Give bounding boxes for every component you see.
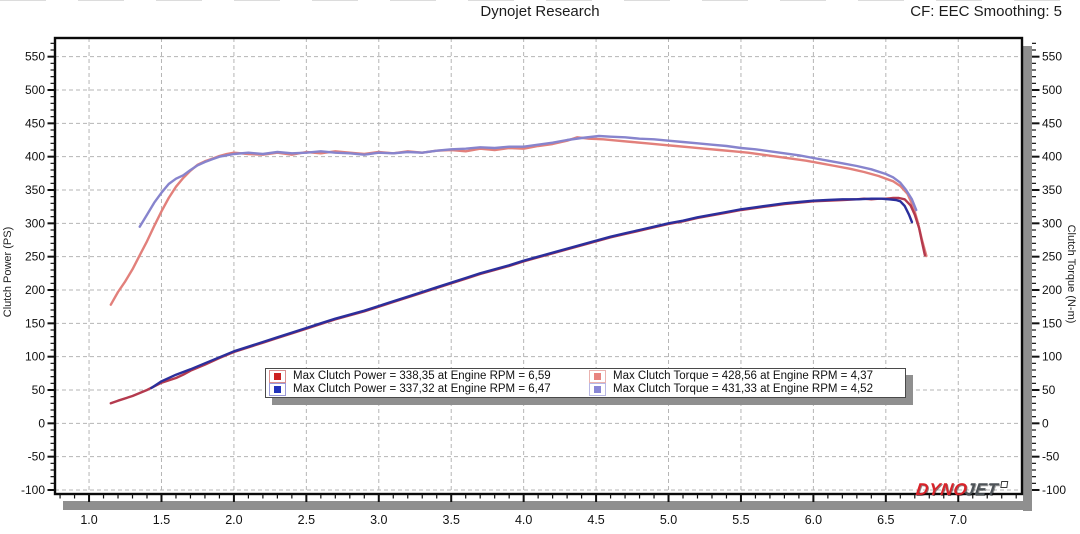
y-tick-label-left: 100 [25, 350, 45, 364]
y-tick-label-right: 500 [1042, 83, 1062, 97]
curve-clutch-torque-run1 [109, 136, 928, 306]
y-tick-label-left: 50 [32, 383, 46, 397]
y-tick-label-left: 200 [25, 283, 45, 297]
legend-label: Max Clutch Torque = 428,56 at Engine RPM… [613, 370, 873, 382]
y-tick-label-left: 350 [25, 183, 45, 197]
legend-swatch-color [274, 373, 281, 380]
x-tick-label: 2.5 [298, 513, 315, 527]
x-tick-label: 4.5 [587, 513, 604, 527]
right-axis-title: Clutch Torque (N-m) [1065, 224, 1077, 324]
y-tick-label-left: 300 [25, 216, 45, 230]
y-tick-label-left: 500 [25, 83, 45, 97]
y-tick-label-right: 400 [1042, 150, 1062, 164]
y-tick-label-right: 200 [1042, 283, 1062, 297]
legend-label: Max Clutch Power = 337,32 at Engine RPM … [293, 383, 551, 395]
x-tick-label: 6.5 [877, 513, 894, 527]
y-tick-label-right: 150 [1042, 316, 1062, 330]
dynojet-logo: DYNOJET [915, 480, 1009, 500]
legend-swatch [589, 370, 606, 383]
y-tick-label-right: -50 [1042, 450, 1060, 464]
legend-swatch-color [274, 386, 281, 393]
y-tick-label-right: 100 [1042, 350, 1062, 364]
x-tick-label: 5.0 [660, 513, 677, 527]
x-tick-label: 6.0 [805, 513, 822, 527]
x-tick-label: 7.0 [950, 513, 967, 527]
y-tick-label-left: 450 [25, 116, 45, 130]
logo-text-jet: JET [963, 480, 1000, 499]
logo-text-dyno: DYNO [914, 480, 969, 499]
y-tick-label-left: 550 [25, 50, 45, 64]
x-tick-label: 5.5 [732, 513, 749, 527]
legend-swatch [589, 383, 606, 396]
y-tick-label-right: 250 [1042, 250, 1062, 264]
y-tick-label-right: 300 [1042, 216, 1062, 230]
y-tick-label-right: 350 [1042, 183, 1062, 197]
top-crop-artifact [0, 0, 1080, 1]
legend-swatch [269, 370, 286, 383]
legend-label: Max Clutch Power = 338,35 at Engine RPM … [293, 370, 551, 382]
x-tick-label: 1.5 [153, 513, 170, 527]
curve-clutch-torque-run2 [138, 134, 918, 228]
legend-swatch [269, 383, 286, 396]
correction-factor-note: CF: EEC Smoothing: 5 [910, 3, 1062, 20]
x-tick-label: 3.5 [443, 513, 460, 527]
x-tick-label: 4.0 [515, 513, 532, 527]
logo-registered-mark-icon [1000, 481, 1009, 488]
x-tick-label: 1.0 [80, 513, 97, 527]
y-tick-label-right: 0 [1042, 416, 1049, 430]
curve-clutch-power-run2 [150, 197, 914, 390]
y-tick-label-right: -100 [1042, 483, 1066, 497]
y-tick-label-left: -100 [21, 483, 45, 497]
frame-shadow-bottom [63, 501, 1032, 510]
y-tick-label-left: 0 [38, 416, 45, 430]
y-tick-label-left: 400 [25, 150, 45, 164]
x-tick-label: 3.0 [370, 513, 387, 527]
legend-label: Max Clutch Torque = 431,33 at Engine RPM… [613, 383, 873, 395]
plot-frame [53, 36, 1024, 496]
y-tick-label-left: -50 [28, 450, 46, 464]
frame-shadow-right [1023, 46, 1032, 511]
page-title: Dynojet Research [480, 3, 600, 20]
legend-swatch-color [594, 373, 601, 380]
y-tick-label-right: 550 [1042, 50, 1062, 64]
y-tick-label-right: 450 [1042, 116, 1062, 130]
legend-swatch-color [594, 386, 601, 393]
y-tick-label-left: 250 [25, 250, 45, 264]
y-tick-label-left: 150 [25, 316, 45, 330]
left-axis-title: Clutch Power (PS) [2, 226, 14, 318]
y-tick-label-right: 50 [1042, 383, 1056, 397]
legend-box: Max Clutch Power = 338,35 at Engine RPM … [265, 368, 906, 398]
x-tick-label: 2.0 [225, 513, 242, 527]
